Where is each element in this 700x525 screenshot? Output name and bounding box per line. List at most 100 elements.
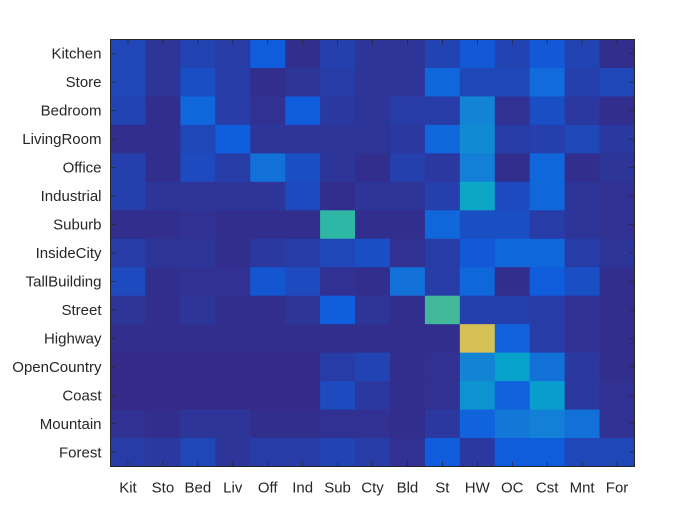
heatmap-cell-Store-Ind — [285, 67, 321, 97]
heatmap-cell-Mountain-Sto — [145, 409, 181, 439]
heatmap-cell-Suburb-St — [424, 210, 461, 240]
heatmap-cell-Bedroom-Bld — [389, 96, 426, 126]
heatmap-cell-Industrial-OC — [494, 181, 531, 211]
y-tick-label: Bedroom — [41, 103, 102, 120]
heatmap-cell-OpenCountry-St — [424, 352, 461, 382]
heatmap-cell-InsideCity-For — [599, 238, 635, 268]
heatmap-cell-LivingRoom-Kit — [110, 124, 146, 154]
x-tick-label: Off — [258, 480, 279, 497]
x-tick-label: Kit — [119, 480, 137, 497]
heatmap-cell-Store-Cst — [529, 67, 566, 97]
heatmap-cell-Suburb-HW — [459, 210, 496, 240]
heatmap-cell-Highway-Sto — [145, 324, 181, 354]
heatmap-cell-Bedroom-Sub — [320, 96, 356, 126]
heatmap-cell-Bedroom-Kit — [110, 96, 146, 126]
heatmap-cell-OpenCountry-For — [599, 352, 635, 382]
x-tick-label: Mnt — [570, 480, 596, 497]
heatmap-cell-Industrial-Mnt — [564, 181, 601, 211]
heatmap-cell-Suburb-For — [599, 210, 635, 240]
heatmap-cell-Industrial-Kit — [110, 181, 146, 211]
heatmap-cell-Store-HW — [459, 67, 496, 97]
heatmap-cells — [110, 39, 635, 467]
heatmap-cell-Coast-St — [424, 381, 461, 411]
heatmap-cell-OpenCountry-Liv — [215, 352, 251, 382]
heatmap-cell-Office-Cst — [529, 153, 566, 183]
heatmap-cell-Store-Liv — [215, 67, 251, 97]
heatmap-cell-Bedroom-St — [424, 96, 461, 126]
heatmap-cell-Mountain-Mnt — [564, 409, 601, 439]
y-tick-label: TallBuilding — [26, 273, 102, 290]
y-tick-label: Store — [66, 74, 102, 91]
heatmap-cell-Store-OC — [494, 67, 531, 97]
x-tick-label: Bed — [184, 480, 211, 497]
heatmap-cell-Suburb-Cst — [529, 210, 566, 240]
heatmap-cell-Mountain-Ind — [285, 409, 321, 439]
heatmap-cell-LivingRoom-For — [599, 124, 635, 154]
heatmap-cell-Suburb-Sub — [320, 210, 356, 240]
heatmap-cell-TallBuilding-Cty — [355, 267, 391, 297]
heatmap-cell-Office-OC — [494, 153, 531, 183]
heatmap-cell-Suburb-Sto — [145, 210, 181, 240]
heatmap-cell-InsideCity-Cty — [355, 238, 391, 268]
heatmap-cell-TallBuilding-For — [599, 267, 635, 297]
heatmap-cell-LivingRoom-Bed — [180, 124, 216, 154]
heatmap-cell-Store-Cty — [355, 67, 391, 97]
heatmap-cell-OpenCountry-Kit — [110, 352, 146, 382]
heatmap-cell-Highway-Mnt — [564, 324, 601, 354]
heatmap-cell-LivingRoom-Ind — [285, 124, 321, 154]
heatmap-cell-Office-Off — [250, 153, 286, 183]
heatmap-cell-OpenCountry-Off — [250, 352, 286, 382]
x-tick-label: Sub — [324, 480, 351, 497]
heatmap-cell-Street-Mnt — [564, 295, 601, 325]
heatmap-cell-Mountain-Cty — [355, 409, 391, 439]
heatmap-cell-InsideCity-Bed — [180, 238, 216, 268]
y-tick-label: Coast — [62, 387, 102, 404]
heatmap-cell-Coast-Liv — [215, 381, 251, 411]
heatmap-cell-Mountain-Bld — [389, 409, 426, 439]
heatmap-cell-Mountain-For — [599, 409, 635, 439]
heatmap-cell-Industrial-Off — [250, 181, 286, 211]
heatmap-cell-Industrial-Cst — [529, 181, 566, 211]
heatmap-cell-InsideCity-Kit — [110, 238, 146, 268]
heatmap-cell-TallBuilding-Kit — [110, 267, 146, 297]
heatmap-cell-Highway-Off — [250, 324, 286, 354]
heatmap-cell-Street-Cst — [529, 295, 566, 325]
heatmap-cell-Suburb-Bld — [389, 210, 426, 240]
heatmap-cell-Industrial-St — [424, 181, 461, 211]
heatmap-cell-Store-Off — [250, 67, 286, 97]
heatmap-cell-TallBuilding-Bld — [389, 267, 426, 297]
heatmap-cell-InsideCity-Mnt — [564, 238, 601, 268]
heatmap-cell-Coast-Off — [250, 381, 286, 411]
heatmap-cell-Industrial-Liv — [215, 181, 251, 211]
heatmap-cell-Coast-Ind — [285, 381, 321, 411]
y-tick-label: Highway — [44, 330, 102, 347]
heatmap-cell-Coast-Kit — [110, 381, 146, 411]
heatmap-cell-Mountain-OC — [494, 409, 531, 439]
heatmap-cell-Highway-Bld — [389, 324, 426, 354]
heatmap-cell-TallBuilding-HW — [459, 267, 496, 297]
heatmap-cell-Mountain-Off — [250, 409, 286, 439]
heatmap-cell-Office-Mnt — [564, 153, 601, 183]
x-tick-label: Sto — [152, 480, 175, 497]
heatmap-cell-TallBuilding-Mnt — [564, 267, 601, 297]
heatmap-cell-Street-Cty — [355, 295, 391, 325]
heatmap-cell-Store-St — [424, 67, 461, 97]
heatmap-cell-Highway-For — [599, 324, 635, 354]
heatmap-cell-Bedroom-Bed — [180, 96, 216, 126]
heatmap-cell-Coast-Cty — [355, 381, 391, 411]
heatmap-cell-Bedroom-Off — [250, 96, 286, 126]
heatmap-cell-Coast-HW — [459, 381, 496, 411]
heatmap-cell-Industrial-Cty — [355, 181, 391, 211]
y-tick-label: InsideCity — [36, 245, 102, 262]
heatmap-cell-LivingRoom-Off — [250, 124, 286, 154]
heatmap-cell-Mountain-Sub — [320, 409, 356, 439]
heatmap-cell-Suburb-Liv — [215, 210, 251, 240]
heatmap-cell-Industrial-Ind — [285, 181, 321, 211]
heatmap-cell-InsideCity-Liv — [215, 238, 251, 268]
y-tick-label: Kitchen — [51, 46, 101, 63]
heatmap-cell-LivingRoom-Sub — [320, 124, 356, 154]
heatmap-cell-Bedroom-HW — [459, 96, 496, 126]
heatmap-cell-OpenCountry-Sto — [145, 352, 181, 382]
heatmap-cell-Bedroom-Sto — [145, 96, 181, 126]
heatmap-cell-OpenCountry-Cst — [529, 352, 566, 382]
